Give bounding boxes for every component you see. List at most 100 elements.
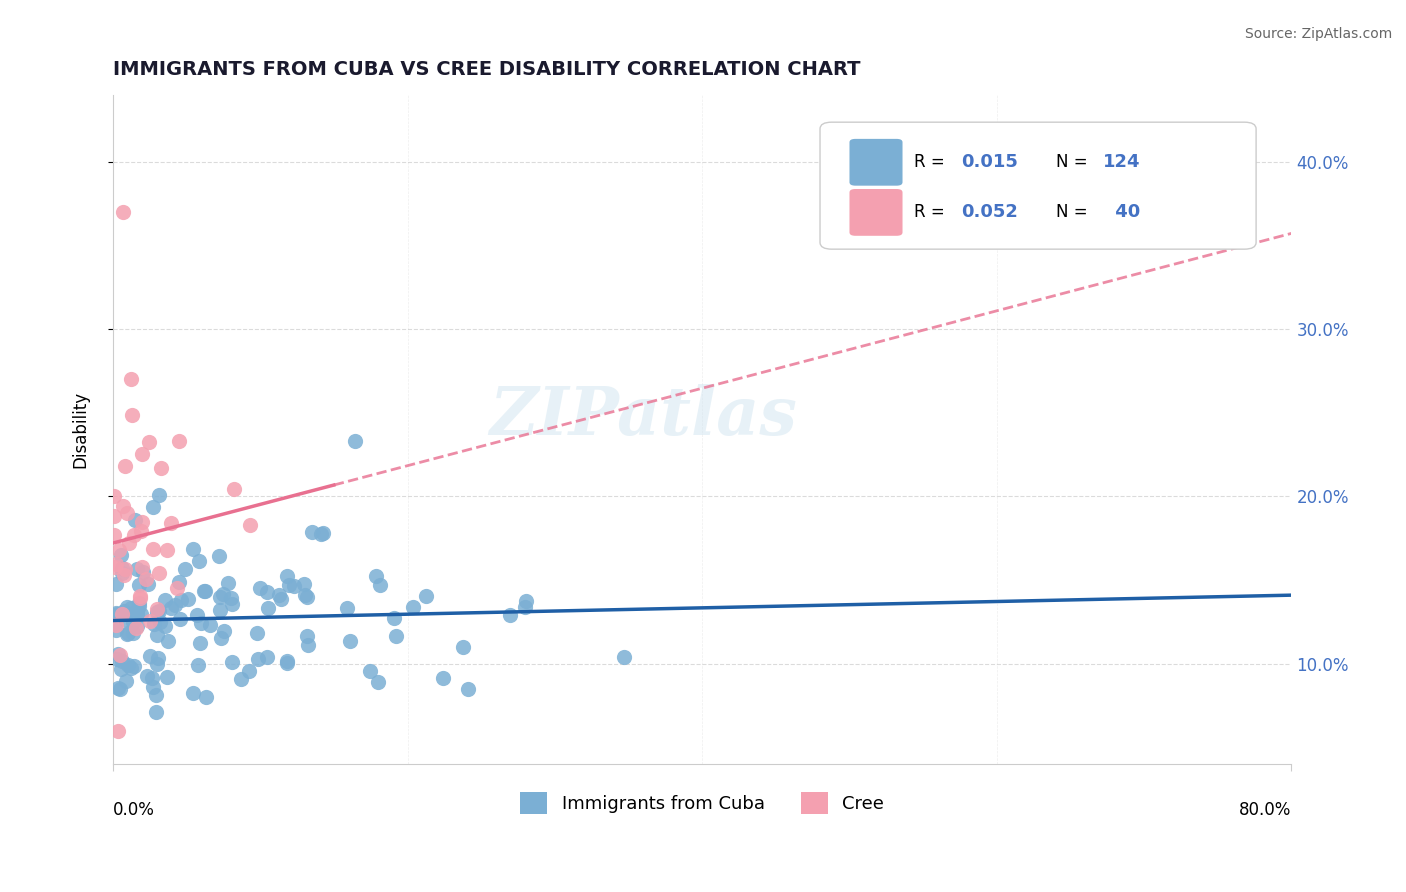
Point	[312, 525, 335, 540]
Text: N =: N =	[1056, 153, 1092, 171]
Point	[515, 593, 537, 607]
Point	[139, 648, 162, 663]
Point	[190, 616, 212, 631]
Point	[453, 640, 475, 654]
Point	[131, 515, 153, 529]
Text: 0.015: 0.015	[962, 153, 1018, 171]
Point	[139, 614, 162, 628]
Point	[364, 569, 387, 583]
Point	[125, 603, 148, 617]
Point	[111, 654, 134, 668]
Point	[129, 524, 152, 538]
Point	[209, 631, 232, 645]
Y-axis label: Disability: Disability	[72, 391, 89, 468]
Point	[146, 651, 169, 665]
Point	[103, 508, 125, 523]
Point	[309, 526, 332, 541]
Point	[114, 612, 136, 626]
Point	[246, 652, 269, 666]
Point	[276, 569, 298, 583]
Point	[108, 648, 131, 662]
Point	[209, 591, 232, 605]
Point	[181, 686, 204, 700]
Point	[384, 629, 406, 643]
Point	[186, 607, 208, 622]
Point	[188, 554, 211, 568]
Point	[112, 205, 135, 219]
Point	[257, 600, 280, 615]
Point	[132, 565, 155, 579]
Point	[183, 542, 205, 557]
Point	[103, 489, 125, 503]
Point	[214, 624, 236, 638]
Point	[128, 578, 150, 592]
Point	[149, 461, 172, 475]
Point	[111, 561, 134, 575]
Point	[187, 657, 209, 672]
Point	[367, 675, 389, 690]
Point	[188, 636, 211, 650]
Point	[198, 618, 221, 632]
Point	[110, 548, 132, 562]
Point	[145, 705, 167, 719]
Point	[415, 589, 437, 603]
Point	[194, 584, 217, 599]
Point	[127, 562, 149, 576]
Point	[107, 681, 129, 695]
Point	[120, 601, 142, 615]
Point	[246, 626, 269, 640]
Point	[146, 605, 169, 619]
Point	[297, 638, 319, 652]
Point	[222, 482, 245, 496]
Point	[142, 500, 165, 514]
Point	[499, 608, 522, 623]
Point	[148, 566, 170, 580]
Text: R =: R =	[914, 203, 950, 221]
Point	[156, 670, 179, 684]
Point	[238, 665, 260, 679]
Point	[135, 669, 157, 683]
Text: 40: 40	[1109, 203, 1140, 221]
Point	[148, 488, 170, 502]
Point	[122, 528, 145, 542]
Point	[217, 576, 239, 591]
Point	[120, 372, 142, 386]
Point	[368, 578, 391, 592]
Point	[249, 581, 271, 595]
Point	[115, 673, 138, 688]
Point	[128, 596, 150, 610]
Point	[136, 577, 159, 591]
Point	[402, 599, 425, 614]
Point	[112, 604, 135, 618]
Point	[212, 587, 235, 601]
Point	[117, 658, 139, 673]
Point	[146, 657, 169, 671]
Point	[207, 549, 229, 564]
Point	[107, 723, 129, 738]
Point	[149, 615, 172, 629]
Point	[336, 601, 359, 615]
Point	[167, 575, 190, 590]
Point	[165, 599, 187, 613]
Point	[104, 560, 127, 574]
Point	[301, 525, 323, 540]
Point	[613, 650, 636, 665]
Point	[142, 680, 165, 694]
Point	[124, 513, 146, 527]
Point	[256, 649, 278, 664]
FancyBboxPatch shape	[849, 189, 903, 235]
Point	[157, 633, 180, 648]
Point	[339, 633, 361, 648]
Point	[382, 611, 405, 625]
Point	[128, 599, 150, 614]
Point	[270, 592, 292, 607]
Point	[108, 681, 131, 696]
Text: ZIPatlas: ZIPatlas	[489, 384, 797, 449]
Point	[105, 607, 128, 622]
Point	[145, 602, 167, 616]
Text: R =: R =	[914, 153, 950, 171]
Point	[114, 568, 136, 582]
Point	[221, 597, 243, 611]
Point	[118, 536, 141, 550]
FancyBboxPatch shape	[820, 122, 1256, 249]
